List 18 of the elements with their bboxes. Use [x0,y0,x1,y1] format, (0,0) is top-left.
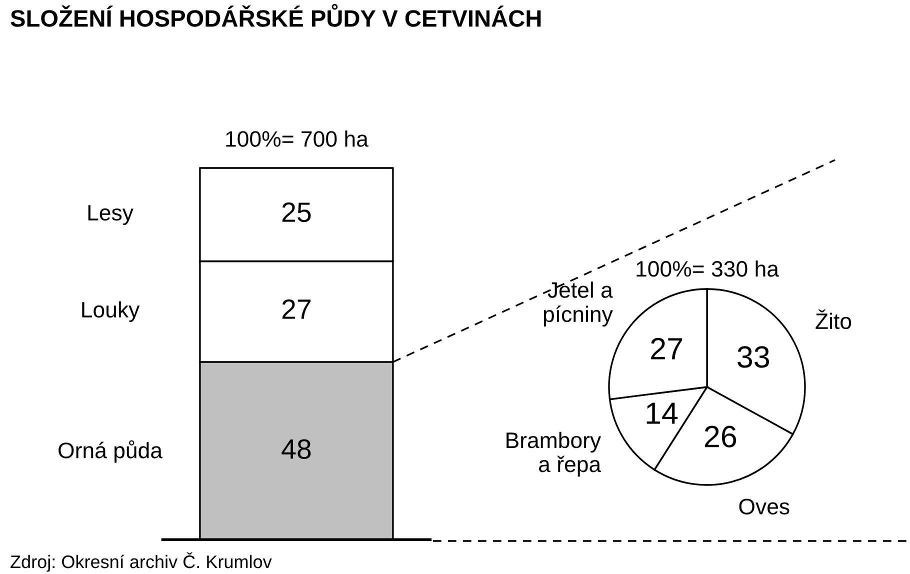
data-label: 27 [282,299,311,319]
chart-subtitle: 100%= 700 ha [226,130,368,147]
series-label: Orná půda [58,440,163,463]
data-label: 33 [738,346,770,368]
data-label: 14 [646,402,678,424]
slice-label: Žito [816,309,852,330]
data-label: 26 [704,426,736,448]
data-label: 48 [282,439,311,459]
chart-title: SLOŽENÍ HOSPODÁŘSKÉ PŮDY V CETVINÁCH [10,4,541,27]
chart-subtitle: 100%= 330 ha [636,260,779,277]
slice-label: Brambory a řepa [506,432,602,477]
text: Zdroj: Okresní archiv Č. Krumlov [10,552,272,572]
data-label: 27 [651,338,682,360]
text: Louky [82,301,140,322]
data-label: 25 [282,202,311,222]
slice-label: Oves [739,498,790,514]
text: Lesy [88,205,134,225]
slice-label: Jetel a pícniny [544,282,613,327]
